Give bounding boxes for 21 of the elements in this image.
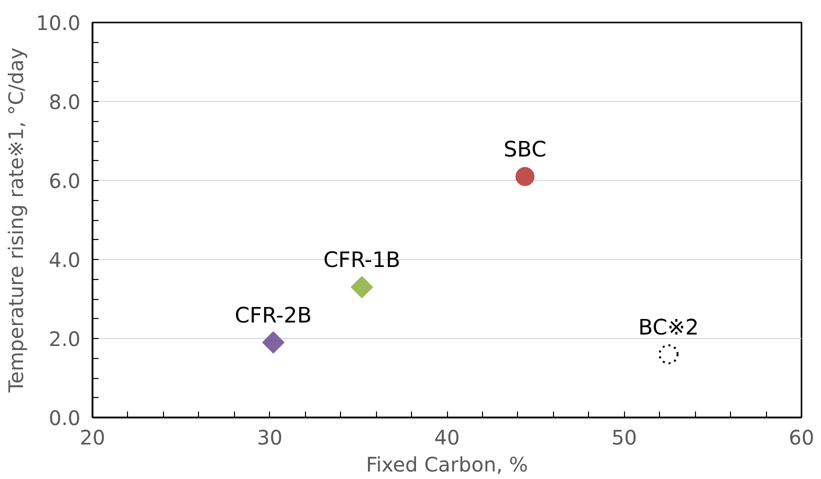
series-label: BC※2 <box>638 315 699 340</box>
x-tick-label: 60 <box>788 426 814 450</box>
y-tick-label: 8.0 <box>48 90 81 114</box>
y-tick-label: 6.0 <box>48 169 81 193</box>
x-tick-label: 20 <box>80 426 106 450</box>
y-tick-label: 0.0 <box>48 406 81 430</box>
x-axis-title: Fixed Carbon, % <box>366 452 528 476</box>
point <box>350 276 374 298</box>
y-tick-label: 2.0 <box>48 327 81 351</box>
point <box>658 344 679 364</box>
x-tick-label: 30 <box>257 426 282 450</box>
series-label: SBC <box>504 138 546 163</box>
point <box>515 167 534 186</box>
x-tick-label: 50 <box>612 426 637 450</box>
y-tick-label: 4.0 <box>48 248 81 272</box>
y-axis-title: Temperature rising rate※1, °C/day <box>4 47 28 394</box>
series-label: CFR-1B <box>323 248 400 274</box>
point <box>262 331 284 354</box>
series-label: CFR-2B <box>234 303 312 328</box>
y-tick-label: 10.0 <box>36 11 80 35</box>
x-tick-label: 40 <box>434 426 460 450</box>
